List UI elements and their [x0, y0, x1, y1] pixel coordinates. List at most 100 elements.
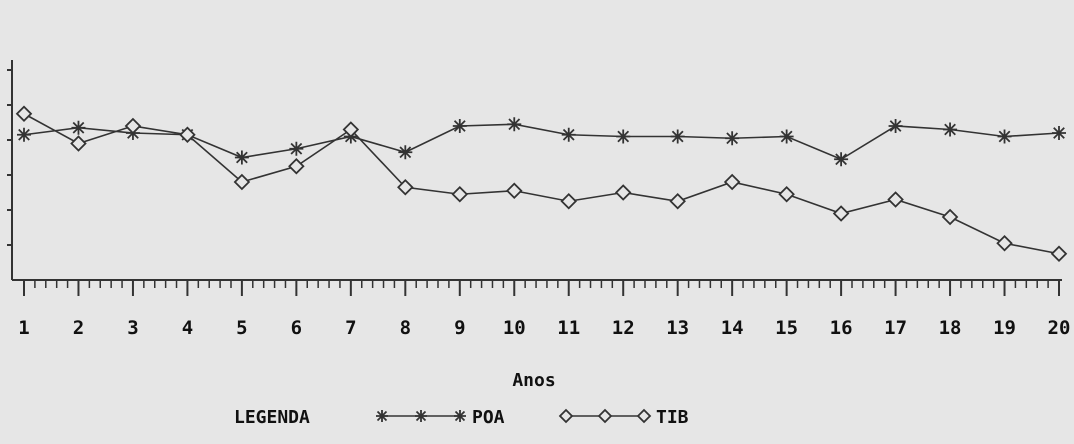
- data-point-poa: [452, 119, 467, 133]
- data-point-poa: [398, 145, 413, 160]
- data-point-tib: [451, 185, 469, 203]
- data-point-poa: [779, 129, 794, 144]
- data-point-tib-shape: [342, 121, 360, 138]
- data-point-tib: [342, 121, 360, 138]
- x-tick-label: 4: [182, 317, 193, 339]
- legend-marker-shape: [376, 410, 388, 422]
- data-point-tib: [397, 178, 414, 196]
- data-point-tib-shape: [15, 105, 33, 123]
- data-point-poa: [616, 129, 631, 144]
- legend-label: TIB: [656, 407, 689, 428]
- data-point-tib: [233, 173, 251, 191]
- legend-marker-shape: [597, 408, 613, 424]
- data-point-poa: [670, 129, 685, 144]
- legend-marker-shape: [415, 410, 427, 422]
- data-point-tib: [778, 185, 795, 203]
- data-point-poa-shape: [670, 129, 685, 144]
- legend-entry-tib: TIB: [558, 407, 689, 428]
- data-point-poa-shape: [834, 152, 849, 167]
- data-point-poa-shape: [888, 119, 903, 133]
- x-tick-label: 14: [721, 317, 744, 339]
- x-tick-label: 7: [345, 317, 356, 339]
- data-point-tib-shape: [778, 185, 795, 203]
- data-point-tib: [179, 126, 196, 144]
- chart-axes: [7, 60, 1062, 296]
- data-point-poa-shape: [561, 127, 576, 142]
- data-point-tib: [723, 173, 741, 191]
- data-point-poa-shape: [71, 120, 86, 135]
- data-point-tib-shape: [451, 185, 469, 203]
- data-point-tib-shape: [70, 135, 87, 152]
- data-point-tib-shape: [179, 126, 196, 144]
- data-point-tib: [560, 192, 578, 210]
- data-point-poa: [1052, 126, 1066, 140]
- legend-marker: [636, 408, 652, 424]
- data-point-poa: [507, 117, 522, 132]
- legend-marker: [597, 408, 613, 424]
- series-line-tib: [23, 113, 1060, 255]
- data-point-poa: [71, 120, 86, 135]
- data-point-tib-shape: [941, 208, 959, 226]
- x-tick-labels: 1 2 3 4 5 6 7 8 9 10 11 12 13 14 15 16 17 18 19 20: [18, 317, 1070, 339]
- legend-marker-shape: [454, 410, 466, 422]
- data-point-tib-shape: [560, 192, 578, 210]
- x-tick-label: 8: [400, 317, 411, 339]
- x-tick-label: 20: [1048, 317, 1071, 339]
- data-point-tib: [124, 117, 142, 135]
- x-axis-label: Anos: [512, 370, 555, 391]
- data-point-tib-shape: [887, 191, 904, 208]
- data-point-tib: [887, 191, 904, 208]
- x-tick-label: 19: [993, 317, 1016, 339]
- data-point-poa-shape: [725, 131, 740, 146]
- x-tick-label: 15: [775, 317, 798, 339]
- x-tick-label: 10: [503, 317, 526, 339]
- data-point-poa: [234, 150, 249, 165]
- data-point-poa: [561, 127, 576, 142]
- legend-entry-poa: POA: [376, 407, 505, 428]
- data-point-poa: [943, 122, 958, 137]
- x-tick-label: 16: [830, 317, 853, 339]
- x-tick-label: 18: [939, 317, 962, 339]
- data-point-tib-shape: [288, 157, 305, 175]
- data-point-poa-shape: [452, 119, 467, 133]
- data-point-tib-shape: [723, 173, 741, 191]
- data-point-poa-shape: [234, 150, 249, 165]
- data-point-tib-shape: [832, 205, 850, 222]
- series-poa: [17, 117, 1066, 167]
- x-tick-label: 5: [236, 317, 247, 339]
- data-point-tib: [614, 184, 632, 201]
- data-point-poa: [725, 131, 740, 146]
- data-point-tib-shape: [397, 178, 414, 196]
- data-point-tib-shape: [996, 234, 1013, 252]
- x-tick-label: 12: [612, 317, 635, 339]
- legend-title: LEGENDA: [234, 407, 310, 428]
- data-point-tib: [15, 105, 33, 123]
- x-tick-label: 11: [557, 317, 580, 339]
- data-point-poa-shape: [943, 122, 958, 137]
- data-point-poa-shape: [398, 145, 413, 160]
- data-point-poa-shape: [997, 129, 1012, 144]
- chart-series: [15, 105, 1068, 263]
- legend-marker-shape: [558, 408, 574, 424]
- data-point-tib: [941, 208, 959, 226]
- x-tick-label: 2: [73, 317, 84, 339]
- x-tick-label: 1: [18, 317, 29, 339]
- data-point-tib: [1050, 245, 1068, 263]
- data-point-poa-shape: [17, 127, 31, 142]
- data-point-poa-shape: [289, 141, 304, 156]
- data-point-poa-shape: [779, 129, 794, 144]
- data-point-poa-shape: [1052, 126, 1066, 140]
- series-tib: [15, 105, 1068, 263]
- data-point-tib-shape: [505, 182, 523, 200]
- data-point-poa: [888, 119, 903, 133]
- data-point-poa: [834, 152, 849, 167]
- data-point-poa-shape: [507, 117, 522, 132]
- x-tick-label: 6: [291, 317, 302, 339]
- data-point-tib: [996, 234, 1013, 252]
- data-point-poa: [17, 127, 31, 142]
- legend-marker: [415, 410, 427, 422]
- legend: LEGENDA POA TIB: [234, 407, 689, 428]
- data-point-poa-shape: [616, 129, 631, 144]
- data-point-poa: [997, 129, 1012, 144]
